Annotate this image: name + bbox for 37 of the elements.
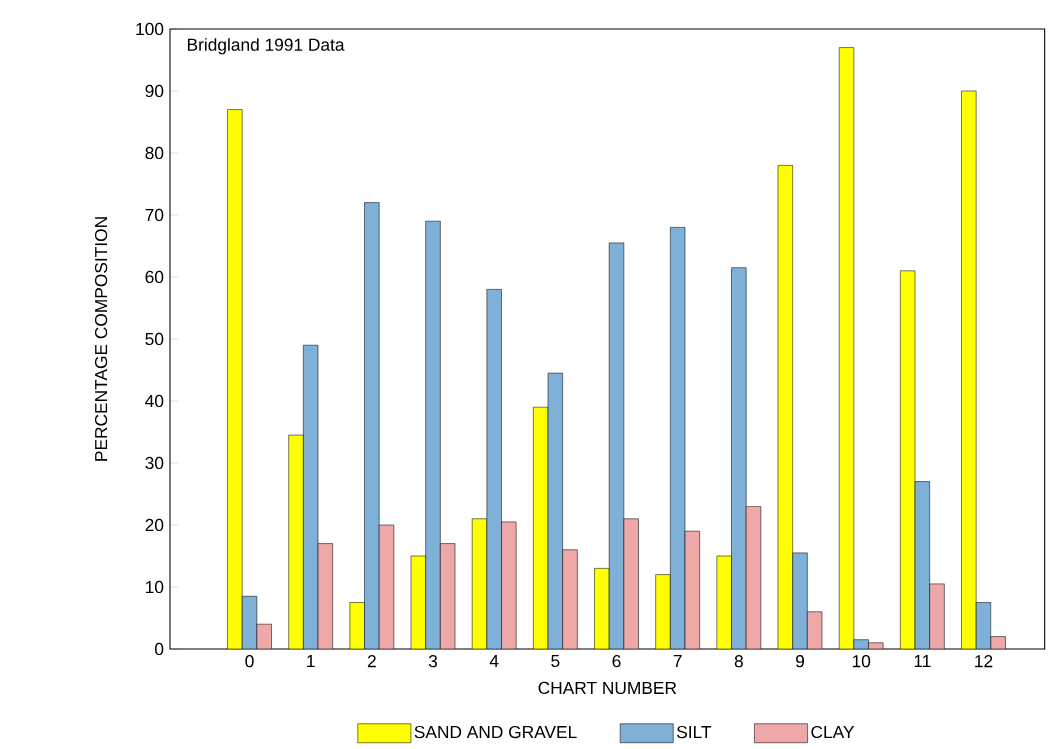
x-tick-label: 7	[673, 655, 682, 667]
x-tick-label: 0	[245, 655, 254, 668]
y-tick-label: 80	[145, 146, 164, 160]
x-tick-label: 4	[489, 655, 499, 667]
x-tick-label: 8	[734, 655, 743, 668]
y-tick-label: 100	[136, 22, 164, 36]
x-tick-label: 3	[428, 655, 438, 668]
x-tick-label: 6	[612, 655, 621, 668]
bar	[594, 568, 610, 649]
x-tick-label: 11	[914, 655, 931, 667]
legend-label: SILT	[677, 725, 712, 739]
x-tick-label: 9	[796, 655, 805, 668]
y-axis-title: PERCENTAGE COMPOSITION	[94, 217, 108, 461]
y-tick-label: 40	[145, 394, 164, 408]
x-tick-label: 1	[307, 655, 315, 667]
x-tick-label: 12	[975, 655, 993, 668]
y-tick-label: 70	[145, 208, 164, 222]
legend-label: SAND AND GRAVEL	[414, 725, 577, 739]
bar	[716, 555, 732, 649]
y-tick-label: 60	[145, 270, 164, 284]
y-tick-label: 50	[145, 332, 164, 346]
bar	[655, 574, 671, 649]
bar	[961, 90, 977, 649]
y-tick-label: 0	[154, 642, 164, 656]
bar	[227, 109, 243, 649]
y-tick-label: 90	[145, 84, 164, 98]
x-axis-title: CHART NUMBER	[538, 681, 677, 695]
y-tick-label: 20	[145, 518, 164, 532]
bar	[288, 434, 304, 649]
bar	[349, 602, 365, 649]
x-tick-label: 10	[852, 655, 871, 668]
annotation: Bridgland 1991 Data	[187, 38, 345, 55]
legend-label: CLAY	[811, 725, 855, 739]
y-tick-label: 10	[146, 580, 164, 594]
x-tick-label: 2	[367, 655, 376, 668]
x-tick-label: 5	[551, 655, 560, 668]
y-tick-label: 30	[145, 456, 164, 470]
